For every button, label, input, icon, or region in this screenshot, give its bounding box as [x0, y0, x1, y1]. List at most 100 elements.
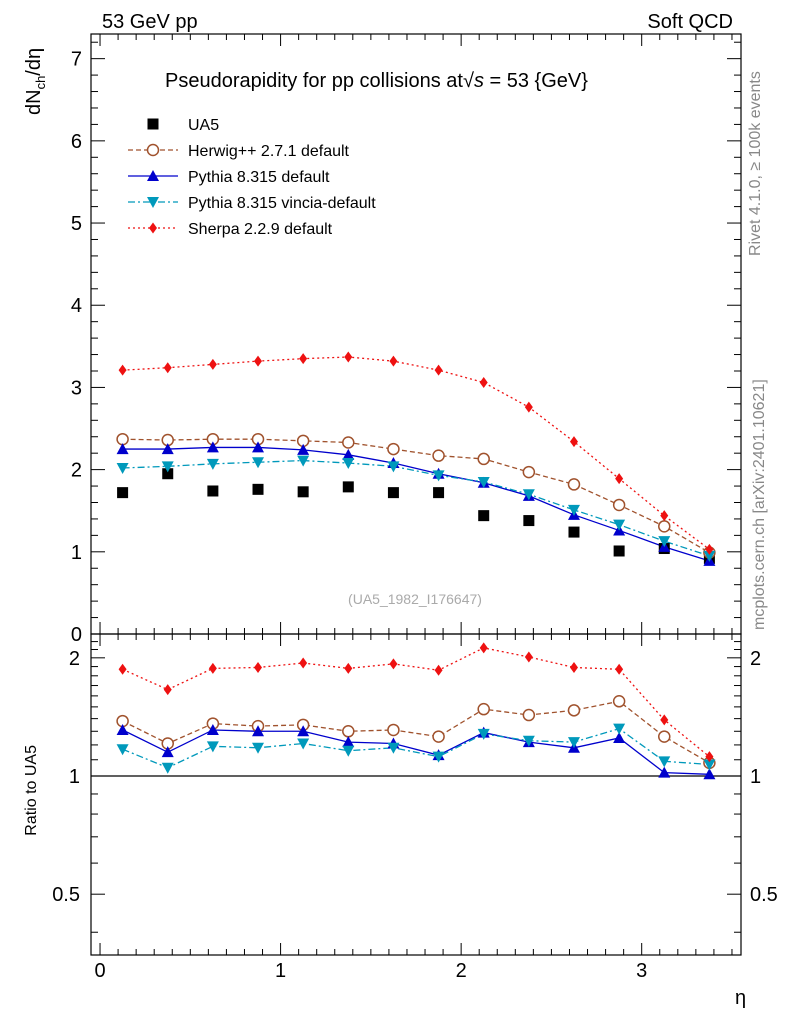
legend-label-herwig-2-7-1-default: Herwig++ 2.7.1 default — [188, 143, 350, 160]
point-herwig-2-7-1-default — [477, 452, 490, 466]
point-pythia-8-315-vincia-default — [658, 536, 671, 548]
legend-marker-ua5 — [147, 118, 159, 130]
point-ua5 — [117, 487, 129, 499]
ratio-line-pythia-8-315-default — [122, 729, 710, 775]
point-pythia-8-315-vincia-default — [161, 461, 174, 473]
point-sherpa-2-2-9-default — [615, 473, 624, 485]
point-sherpa-2-2-9-default — [705, 543, 714, 555]
ratio-point-sherpa-2-2-9-default — [208, 662, 217, 674]
legend-marker-pythia-8-315-default — [147, 170, 159, 181]
y-tick-label: 0 — [71, 624, 82, 646]
ratio-point-pythia-8-315-default — [703, 768, 716, 780]
point-sherpa-2-2-9-default — [163, 362, 172, 374]
ratio-point-sherpa-2-2-9-default — [434, 664, 443, 676]
point-pythia-8-315-default — [342, 448, 355, 460]
ratio-point-sherpa-2-2-9-default — [254, 661, 263, 673]
point-herwig-2-7-1-default — [567, 478, 581, 491]
ratio-point-pythia-8-315-default — [297, 725, 310, 737]
ratio-plot-frame — [90, 633, 742, 956]
point-ua5 — [252, 483, 264, 495]
ratio-point-pythia-8-315-vincia-default — [522, 735, 535, 747]
x-axis-label: η — [735, 987, 746, 1009]
legend: UA5 Herwig++ 2.7.1 default Pythia 8.315 de… — [128, 117, 376, 238]
point-sherpa-2-2-9-default — [254, 355, 263, 367]
point-herwig-2-7-1-default — [116, 432, 129, 446]
point-pythia-8-315-default — [116, 443, 129, 455]
y-tick-label: 3 — [71, 377, 82, 399]
point-pythia-8-315-default — [297, 443, 310, 455]
title-suffix: = 53 {GeV} — [484, 70, 588, 92]
point-sherpa-2-2-9-default — [434, 364, 443, 376]
y-tick-label: 5 — [71, 213, 82, 235]
x-tick-label: 1 — [275, 960, 286, 982]
point-sherpa-2-2-9-default — [299, 353, 308, 365]
point-sherpa-2-2-9-default — [524, 401, 533, 413]
header-left: 53 GeV pp — [102, 11, 198, 33]
ratio-y-tick-label-right: 0.5 — [750, 884, 778, 906]
ratio-point-herwig-2-7-1-default — [612, 695, 626, 708]
ratio-line-sherpa-2-2-9-default — [122, 647, 710, 758]
point-pythia-8-315-vincia-default — [703, 550, 716, 562]
ratio-point-pythia-8-315-vincia-default — [703, 759, 716, 771]
point-ua5 — [207, 485, 219, 497]
ratio-point-pythia-8-315-default — [252, 725, 265, 737]
y-tick-label: 7 — [71, 49, 82, 71]
mcplots-label: mcplots.cern.ch [arXiv:2401.10621] — [751, 379, 768, 630]
ratio-line-pythia-8-315-vincia-default — [122, 727, 710, 769]
point-herwig-2-7-1-default — [658, 520, 671, 533]
ratio-point-sherpa-2-2-9-default — [615, 663, 624, 675]
y-tick-label: 1 — [71, 542, 82, 564]
ratio-point-pythia-8-315-vincia-default — [297, 738, 310, 750]
point-pythia-8-315-vincia-default — [567, 504, 580, 516]
ratio-point-pythia-8-315-default — [342, 736, 355, 748]
series-line-pythia-8-315-default — [122, 446, 710, 562]
y-tick-label: 4 — [71, 295, 82, 317]
point-ua5 — [433, 487, 445, 499]
ratio-point-pythia-8-315-vincia-default — [161, 762, 174, 774]
legend-label-pythia-8-315-vincia-default: Pythia 8.315 vincia-default — [188, 195, 376, 212]
data-series — [91, 351, 741, 780]
ratio-point-pythia-8-315-vincia-default — [613, 723, 626, 735]
ratio-point-pythia-8-315-default — [658, 766, 671, 778]
x-tick-label: 0 — [94, 960, 105, 982]
ratio-point-sherpa-2-2-9-default — [524, 651, 533, 663]
x-tick-label: 2 — [456, 960, 467, 982]
ylabel-main: dN — [23, 89, 45, 115]
point-ua5 — [613, 545, 625, 557]
legend-label-sherpa-2-2-9-default: Sherpa 2.2.9 default — [188, 221, 333, 238]
point-pythia-8-315-vincia-default — [342, 458, 355, 470]
y-tick-label: 2 — [71, 460, 82, 482]
point-pythia-8-315-vincia-default — [477, 476, 490, 488]
ratio-point-herwig-2-7-1-default — [342, 725, 355, 738]
point-sherpa-2-2-9-default — [389, 355, 398, 367]
point-herwig-2-7-1-default — [387, 442, 400, 456]
ratio-point-herwig-2-7-1-default — [432, 730, 445, 743]
point-pythia-8-315-vincia-default — [387, 461, 400, 473]
ratio-point-pythia-8-315-default — [206, 723, 219, 735]
point-pythia-8-315-vincia-default — [522, 489, 535, 501]
ratio-y-tick-label: 1 — [69, 766, 80, 788]
point-ua5 — [387, 487, 399, 499]
point-sherpa-2-2-9-default — [208, 358, 217, 370]
point-ua5 — [297, 486, 309, 498]
ratio-y-tick-label: 0.5 — [52, 884, 80, 906]
ratio-line-herwig-2-7-1-default — [122, 700, 710, 764]
legend-marker-sherpa-2-2-9-default — [149, 222, 157, 234]
point-pythia-8-315-default — [206, 441, 219, 453]
header-right: Soft QCD — [647, 11, 733, 33]
point-pythia-8-315-vincia-default — [206, 458, 219, 470]
point-ua5 — [523, 515, 535, 527]
point-sherpa-2-2-9-default — [660, 510, 669, 522]
ratio-point-herwig-2-7-1-default — [658, 730, 671, 743]
ratio-y-tick-label: 2 — [69, 648, 80, 670]
point-herwig-2-7-1-default — [612, 498, 626, 512]
ratio-point-pythia-8-315-vincia-default — [387, 742, 400, 754]
point-pythia-8-315-vincia-default — [116, 462, 129, 474]
ratio-point-pythia-8-315-vincia-default — [477, 728, 490, 740]
ratio-point-sherpa-2-2-9-default — [118, 663, 127, 675]
point-ua5 — [478, 510, 490, 522]
ylabel-tail: /dη — [23, 48, 45, 76]
ratio-point-pythia-8-315-default — [116, 723, 129, 735]
point-sherpa-2-2-9-default — [479, 376, 488, 388]
